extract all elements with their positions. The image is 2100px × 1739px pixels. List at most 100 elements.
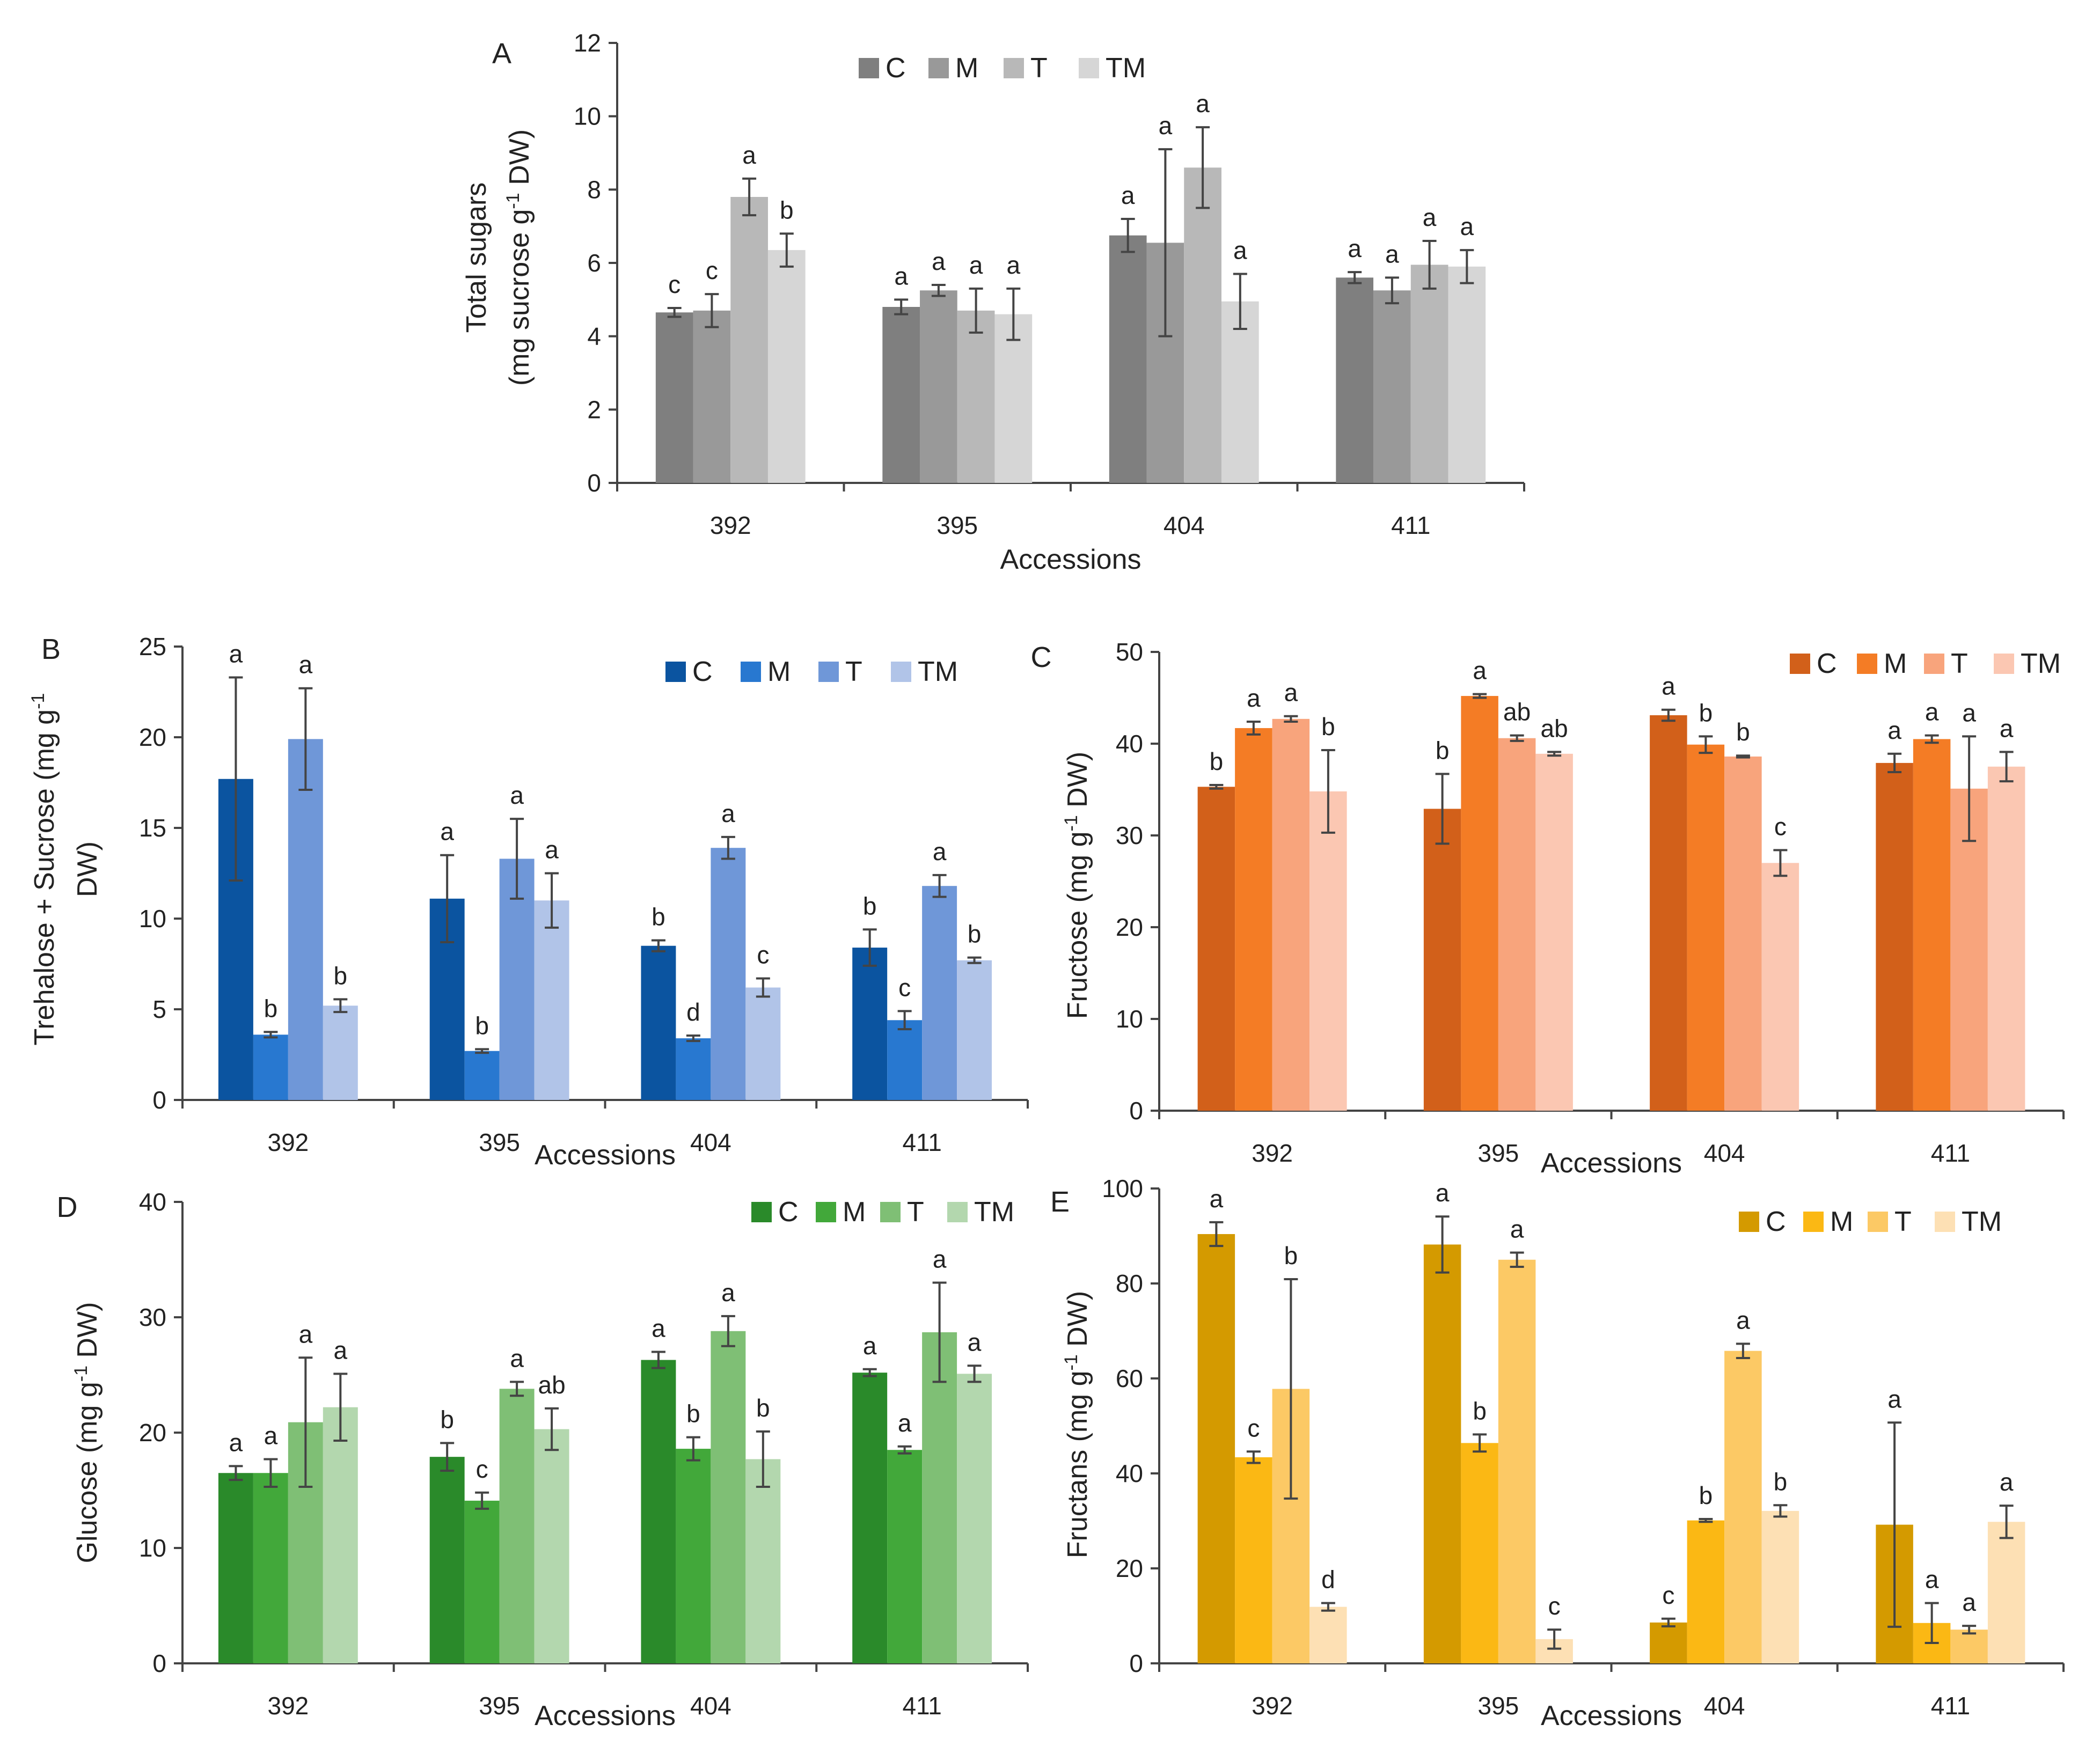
legend-label: C bbox=[1766, 1206, 1786, 1237]
bar-c-411 bbox=[1336, 277, 1374, 483]
bar-c-395 bbox=[1423, 809, 1461, 1111]
significance-letter: b bbox=[1210, 747, 1224, 775]
legend-swatch-t bbox=[818, 662, 839, 682]
significance-letter: c bbox=[1247, 1414, 1260, 1442]
significance-letter: a bbox=[1210, 1185, 1224, 1213]
significance-letter: a bbox=[545, 836, 559, 864]
bar-t-404 bbox=[1724, 756, 1762, 1111]
bar-c-392 bbox=[1197, 787, 1235, 1111]
y-axis-title: Total sugars bbox=[461, 182, 492, 333]
x-tick-label: 392 bbox=[1252, 1139, 1293, 1167]
legend: C M T TM bbox=[665, 656, 958, 687]
bar-c-404 bbox=[641, 945, 676, 1100]
panel-letter: A bbox=[492, 38, 511, 70]
bar-c-404 bbox=[1109, 235, 1147, 483]
y-axis-title-part: DW) bbox=[1062, 752, 1093, 815]
significance-letter: a bbox=[1962, 1588, 1976, 1616]
legend-swatch-t bbox=[1924, 654, 1944, 674]
y-tick-label: 0 bbox=[152, 1649, 166, 1677]
significance-letter: ab bbox=[1503, 698, 1531, 726]
y-tick-label: 20 bbox=[1116, 913, 1143, 941]
panel-letter: E bbox=[1050, 1186, 1070, 1218]
x-tick-label: 411 bbox=[902, 1692, 941, 1720]
bar-tm-411 bbox=[1987, 1522, 2025, 1663]
legend-label: TM bbox=[974, 1197, 1014, 1228]
significance-letter: b bbox=[334, 962, 348, 989]
bar-c-404 bbox=[1650, 1622, 1687, 1663]
x-tick-label: 392 bbox=[1252, 1692, 1293, 1720]
bar-tm-395 bbox=[994, 314, 1033, 483]
panel-letter: B bbox=[41, 633, 61, 665]
bar-t-411 bbox=[1950, 788, 1988, 1111]
significance-letter: a bbox=[1436, 1179, 1450, 1207]
significance-letter: b bbox=[1774, 1467, 1788, 1495]
significance-letter: a bbox=[1736, 1306, 1750, 1334]
y-axis-title-part: -1 bbox=[28, 693, 48, 709]
y-tick-label: 80 bbox=[1116, 1270, 1143, 1297]
y-tick-label: 100 bbox=[1102, 1175, 1143, 1202]
bar-t-395 bbox=[1498, 1259, 1536, 1663]
y-tick-label: 12 bbox=[574, 29, 601, 57]
legend-swatch-c bbox=[665, 662, 686, 682]
legend-swatch-m bbox=[741, 662, 761, 682]
significance-letter: b bbox=[686, 1400, 700, 1428]
x-tick-label: 404 bbox=[1164, 511, 1205, 539]
legend-label: C bbox=[778, 1197, 799, 1228]
y-tick-label: 40 bbox=[1116, 730, 1143, 758]
significance-letter: c bbox=[898, 973, 911, 1001]
bar-c-411 bbox=[852, 948, 888, 1100]
x-tick-label: 411 bbox=[902, 1128, 941, 1156]
significance-letter: a bbox=[1121, 181, 1135, 209]
x-tick-label: 392 bbox=[268, 1692, 309, 1720]
y-tick-label: 0 bbox=[1129, 1649, 1143, 1677]
bar-tm-404 bbox=[745, 987, 781, 1100]
x-tick-label: 411 bbox=[1931, 1139, 1970, 1167]
significance-letter: a bbox=[1962, 699, 1976, 727]
significance-letter: a bbox=[1159, 112, 1173, 140]
bar-m-392 bbox=[1235, 1457, 1272, 1663]
significance-letter: b bbox=[968, 920, 982, 948]
x-tick-label: 395 bbox=[479, 1692, 520, 1720]
bar-m-404 bbox=[1687, 1520, 1725, 1663]
y-tick-label: 10 bbox=[1116, 1005, 1143, 1033]
significance-letter: c bbox=[1662, 1581, 1674, 1609]
bar-c-395 bbox=[882, 307, 920, 483]
y-axis-title: Glucose (mg g-1 DW) bbox=[71, 1302, 103, 1564]
bar-tm-404 bbox=[1761, 863, 1799, 1111]
significance-letter: c bbox=[706, 256, 718, 284]
y-tick-label: 0 bbox=[152, 1086, 166, 1114]
significance-letter: a bbox=[1460, 212, 1474, 240]
y-tick-label: 25 bbox=[139, 633, 166, 661]
significance-letter: ab bbox=[538, 1371, 565, 1399]
legend-swatch-tm bbox=[891, 662, 911, 682]
bar-m-411 bbox=[1373, 290, 1411, 483]
bar-c-392 bbox=[655, 312, 693, 483]
significance-letter: c bbox=[1548, 1592, 1561, 1620]
legend-label: M bbox=[843, 1197, 866, 1228]
significance-letter: a bbox=[933, 1245, 947, 1273]
bar-m-395 bbox=[1461, 1443, 1498, 1663]
significance-letter: b bbox=[1699, 699, 1713, 727]
bar-tm-392 bbox=[323, 1006, 358, 1100]
significance-letter: b bbox=[1736, 718, 1750, 746]
legend-label: C bbox=[1817, 648, 1837, 679]
significance-letter: b bbox=[1284, 1242, 1298, 1270]
bar-tm-404 bbox=[745, 1459, 781, 1663]
y-tick-label: 20 bbox=[139, 1419, 166, 1447]
y-tick-label: 4 bbox=[587, 322, 601, 350]
bar-tm-392 bbox=[767, 250, 806, 483]
x-tick-label: 395 bbox=[479, 1128, 520, 1156]
bar-m-404 bbox=[676, 1038, 711, 1100]
bar-tm-395 bbox=[534, 900, 569, 1100]
significance-letter: a bbox=[932, 247, 946, 275]
bar-c-392 bbox=[1197, 1234, 1235, 1663]
bar-c-395 bbox=[429, 1457, 465, 1663]
significance-letter: a bbox=[652, 1315, 665, 1342]
significance-letter: a bbox=[2000, 714, 2014, 742]
y-tick-label: 10 bbox=[574, 102, 601, 130]
y-tick-label: 6 bbox=[587, 249, 601, 277]
legend: C M T TM bbox=[859, 53, 1146, 84]
